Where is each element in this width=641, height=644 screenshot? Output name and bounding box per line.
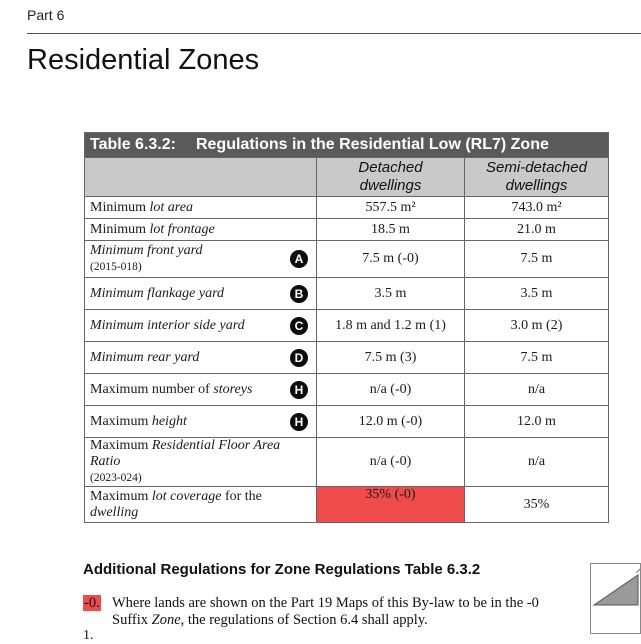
regulation-term: dwelling <box>90 504 139 520</box>
amendment-reference: (2015-018) <box>90 261 142 273</box>
table-row: Minimum lot frontage 18.5 m 21.0 m <box>84 218 609 241</box>
detached-value: 35% (-0) <box>316 486 465 523</box>
column-header-detached: Detached dwellings <box>316 157 465 197</box>
regulation-term: Minimum rear yard <box>90 349 200 365</box>
regulation-term: lot coverage <box>151 488 222 504</box>
regulation-label: Minimum rear yard D <box>84 341 317 374</box>
table-row: Minimum front yard (2015-018) A 7.5 m (-0) 7… <box>84 240 609 278</box>
additional-regulations-heading: Additional Regulations for Zone Regulati… <box>83 561 481 578</box>
table-row: Maximum Residential Floor Area Ratio (202… <box>84 437 609 487</box>
column-header-blank <box>84 157 317 197</box>
header-divider <box>27 33 641 34</box>
semi-detached-value: 35% <box>464 486 609 523</box>
diagram-key-badge-b: B <box>290 284 308 303</box>
note-1-number: 1. <box>83 628 94 643</box>
table-number: Table 6.3.2: <box>90 136 176 153</box>
semi-detached-value: 21.0 m <box>464 218 609 241</box>
note-text: Where lands are shown on the Part 19 Map… <box>112 595 539 628</box>
regulation-label: Minimum interior side yard C <box>84 309 317 342</box>
detached-value: 7.5 m (-0) <box>316 240 465 278</box>
diagram-key-badge-d: D <box>290 348 308 367</box>
house-diagram-graphic <box>590 563 641 634</box>
detached-value: 18.5 m <box>316 218 465 241</box>
regulation-term: Minimum flankage yard <box>90 285 225 301</box>
semi-detached-value: 7.5 m <box>464 341 609 374</box>
semi-detached-value: 3.0 m (2) <box>464 309 609 342</box>
detached-value: 3.5 m <box>316 277 465 310</box>
regulation-label: Maximum lot coverage for the dwelling <box>84 486 317 523</box>
regulation-label: Maximum Residential Floor Area Ratio (202… <box>84 437 317 487</box>
regulation-term: Minimum interior side yard <box>90 317 245 333</box>
detached-value: 7.5 m (3) <box>316 341 465 374</box>
semi-detached-value: 743.0 m² <box>464 196 609 219</box>
regulation-term: lot frontage <box>149 221 215 237</box>
detached-value: 557.5 m² <box>316 196 465 219</box>
page-title: Residential Zones <box>27 44 260 76</box>
semi-detached-value: n/a <box>464 373 609 406</box>
regulation-label: Minimum flankage yard B <box>84 277 317 310</box>
diagram-key-badge-a: A <box>290 250 308 268</box>
diagram-key-badge-h: H <box>290 380 308 399</box>
table-body: Minimum lot area 557.5 m² 743.0 m² Minimum … <box>84 196 609 523</box>
semi-detached-value: n/a <box>464 437 609 487</box>
detached-value: 12.0 m (-0) <box>316 405 465 438</box>
regulation-term: storeys <box>213 381 253 397</box>
table-title-text: Regulations in the Residential Low (RL7)… <box>195 136 549 153</box>
semi-detached-value: 12.0 m <box>464 405 609 438</box>
part-label: Part 6 <box>27 7 65 23</box>
regulation-label: Maximum number of storeys H <box>84 373 317 406</box>
regulation-label: Minimum front yard (2015-018) A <box>84 240 317 278</box>
column-header-row: Detached dwellings Semi-detached dwellings <box>84 157 609 197</box>
table-row: Minimum interior side yard C 1.8 m and 1.2… <box>84 309 609 342</box>
table-row: Maximum height H 12.0 m (-0) 12.0 m <box>84 405 609 438</box>
table-row: Maximum lot coverage for the dwelling 35%… <box>84 486 609 523</box>
detached-value: 1.8 m and 1.2 m (1) <box>316 309 465 342</box>
regulation-term: height <box>151 413 187 429</box>
column-header-semi: Semi-detached dwellings <box>464 157 609 197</box>
regulation-label: Minimum lot area <box>84 196 317 219</box>
table-row: Minimum lot area 557.5 m² 743.0 m² <box>84 196 609 219</box>
regulations-table: Table 6.3.2: Regulations in the Residenti… <box>84 132 609 523</box>
diagram-key-badge-h: H <box>290 412 308 431</box>
regulation-label: Maximum height H <box>84 405 317 438</box>
semi-detached-value: 3.5 m <box>464 277 609 310</box>
regulation-term: lot area <box>149 199 193 215</box>
suffix-zone-note: -0. Where lands are shown on the Part 19… <box>83 595 583 628</box>
regulation-term: Residential Floor Area Ratio <box>90 438 281 469</box>
semi-detached-value: 7.5 m <box>464 240 609 278</box>
detached-value: n/a (-0) <box>316 437 465 487</box>
note-marker: -0. <box>83 595 101 611</box>
regulation-label: Minimum lot frontage <box>84 218 317 241</box>
detached-value: n/a (-0) <box>316 373 465 406</box>
table-title: Table 6.3.2: Regulations in the Residenti… <box>84 132 609 158</box>
amendment-reference: (2023-024) <box>90 472 142 484</box>
regulation-term: Minimum front yard <box>90 243 203 258</box>
table-row: Minimum flankage yard B 3.5 m 3.5 m <box>84 277 609 310</box>
diagram-key-badge-c: C <box>290 316 308 335</box>
table-title-bar: Table 6.3.2: Regulations in the Residenti… <box>84 132 609 158</box>
table-row: Minimum rear yard D 7.5 m (3) 7.5 m <box>84 341 609 374</box>
